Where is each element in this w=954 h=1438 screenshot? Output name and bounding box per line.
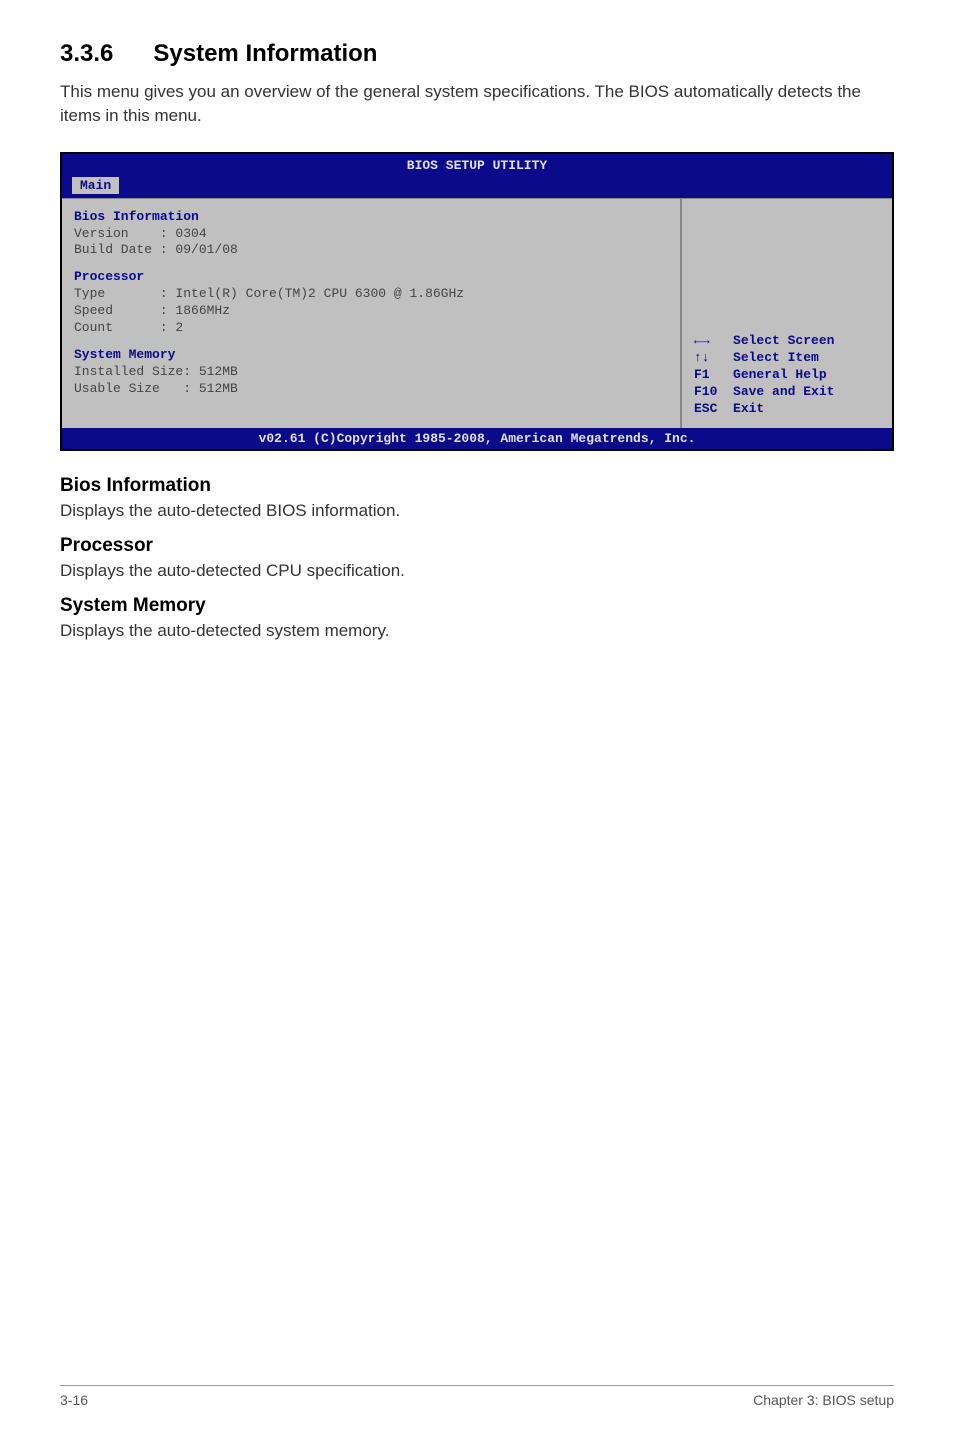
sub-text-processor: Displays the auto-detected CPU specifica… <box>60 561 894 581</box>
bios-help-l3: F1 General Help <box>694 367 880 384</box>
chapter-label: Chapter 3: BIOS setup <box>753 1392 894 1408</box>
section-heading: 3.3.6 System Information <box>60 40 894 68</box>
bios-footer: v02.61 (C)Copyright 1985-2008, American … <box>62 428 892 449</box>
bios-proc-heading: Processor <box>74 269 668 284</box>
bios-help-l2: ↑↓ Select Item <box>694 350 880 367</box>
sub-heading-memory: System Memory <box>60 595 894 617</box>
bios-mem-installed: Installed Size: 512MB <box>74 364 668 381</box>
page-number: 3-16 <box>60 1392 88 1408</box>
bios-help-panel: ←→ Select Screen ↑↓ Select Item F1 Gener… <box>682 199 892 428</box>
bios-block-memory: System Memory Installed Size: 512MB Usab… <box>74 347 668 398</box>
sub-heading-bios-info: Bios Information <box>60 475 894 497</box>
bios-proc-type: Type : Intel(R) Core(TM)2 CPU 6300 @ 1.8… <box>74 286 668 303</box>
section-number: 3.3.6 <box>60 40 113 68</box>
bios-info-build: Build Date : 09/01/08 <box>74 242 668 259</box>
bios-help-l5: ESC Exit <box>694 401 880 418</box>
bios-mem-heading: System Memory <box>74 347 668 362</box>
sub-heading-processor: Processor <box>60 535 894 557</box>
section-title: System Information <box>153 40 377 67</box>
bios-title: BIOS SETUP UTILITY <box>62 154 892 177</box>
bios-proc-speed: Speed : 1866MHz <box>74 303 668 320</box>
bios-tab-row: Main <box>62 177 892 198</box>
bios-tab-main: Main <box>72 177 119 194</box>
bios-mem-usable: Usable Size : 512MB <box>74 381 668 398</box>
bios-help-l4: F10 Save and Exit <box>694 384 880 401</box>
section-intro: This menu gives you an overview of the g… <box>60 80 894 128</box>
sub-text-memory: Displays the auto-detected system memory… <box>60 621 894 641</box>
bios-body: Bios Information Version : 0304 Build Da… <box>62 198 892 428</box>
bios-block-info: Bios Information Version : 0304 Build Da… <box>74 209 668 260</box>
page-footer: 3-16 Chapter 3: BIOS setup <box>60 1385 894 1408</box>
bios-help-l1: ←→ Select Screen <box>694 333 880 350</box>
bios-info-version: Version : 0304 <box>74 226 668 243</box>
bios-left-panel: Bios Information Version : 0304 Build Da… <box>62 199 682 428</box>
bios-screenshot: BIOS SETUP UTILITY Main Bios Information… <box>60 152 894 451</box>
bios-proc-count: Count : 2 <box>74 320 668 337</box>
sub-text-bios-info: Displays the auto-detected BIOS informat… <box>60 501 894 521</box>
bios-block-processor: Processor Type : Intel(R) Core(TM)2 CPU … <box>74 269 668 337</box>
bios-info-heading: Bios Information <box>74 209 668 224</box>
